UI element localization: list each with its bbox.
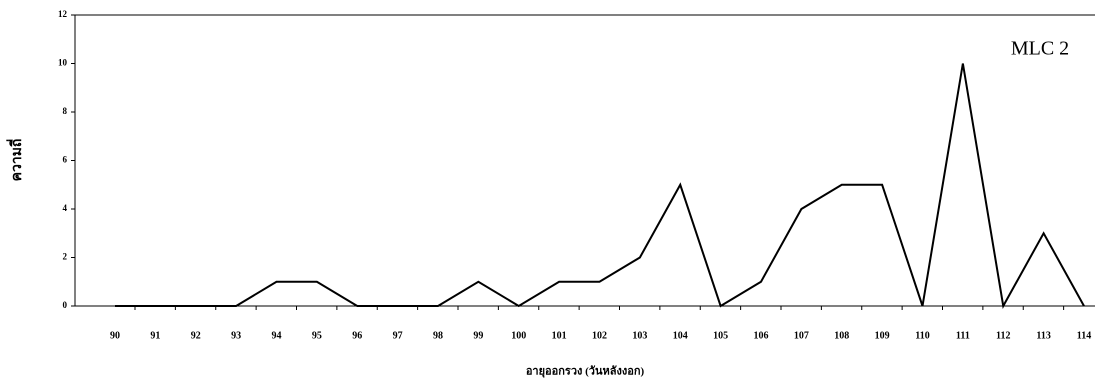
y-axis-label: ความถี่ <box>6 139 25 182</box>
annotation: MLC 2 <box>1011 38 1069 60</box>
chart: MLC 2 อายุออกรวง (วันหลังงอก) ความถี่ 0 2… <box>0 0 1096 385</box>
x-tick-label: 109 <box>875 330 890 341</box>
x-tick-label: 100 <box>511 330 526 341</box>
x-tick-label: 90 <box>110 330 120 341</box>
data-line <box>115 64 1084 307</box>
x-tick-label: 113 <box>1036 330 1050 341</box>
x-tick-label: 101 <box>552 330 567 341</box>
x-tick-label: 104 <box>673 330 688 341</box>
x-tick-label: 94 <box>272 330 282 341</box>
x-tick-label: 105 <box>713 330 728 341</box>
x-tick-label: 97 <box>393 330 403 341</box>
y-tick-label: 4 <box>63 203 68 213</box>
x-tick-label: 99 <box>473 330 483 341</box>
x-tick-label: 106 <box>754 330 769 341</box>
x-tick-label: 96 <box>352 330 362 341</box>
x-tick-label: 114 <box>1077 330 1091 341</box>
x-tick-label: 98 <box>433 330 443 341</box>
y-tick-label: 12 <box>58 9 68 19</box>
x-tick-label: 92 <box>191 330 201 341</box>
x-tick-label: 111 <box>956 330 970 341</box>
y-tick-label: 0 <box>63 300 68 310</box>
x-tick-label: 91 <box>150 330 160 341</box>
y-tick-label: 10 <box>58 58 68 68</box>
y-tick-label: 8 <box>63 106 68 116</box>
x-tick-label: 112 <box>996 330 1010 341</box>
x-tick-label: 93 <box>231 330 241 341</box>
x-tick-label: 110 <box>915 330 929 341</box>
page: {"chart_data": {"type": "line", "annotat… <box>0 0 1096 385</box>
y-tick-label: 6 <box>63 155 68 165</box>
x-tick-label: 103 <box>632 330 647 341</box>
y-tick-label: 2 <box>63 252 68 262</box>
x-tick-label: 102 <box>592 330 607 341</box>
x-tick-label: 108 <box>834 330 849 341</box>
x-axis-label: อายุออกรวง (วันหลังงอก) <box>526 365 645 379</box>
x-tick-label: 95 <box>312 330 322 341</box>
x-tick-label: 107 <box>794 330 809 341</box>
